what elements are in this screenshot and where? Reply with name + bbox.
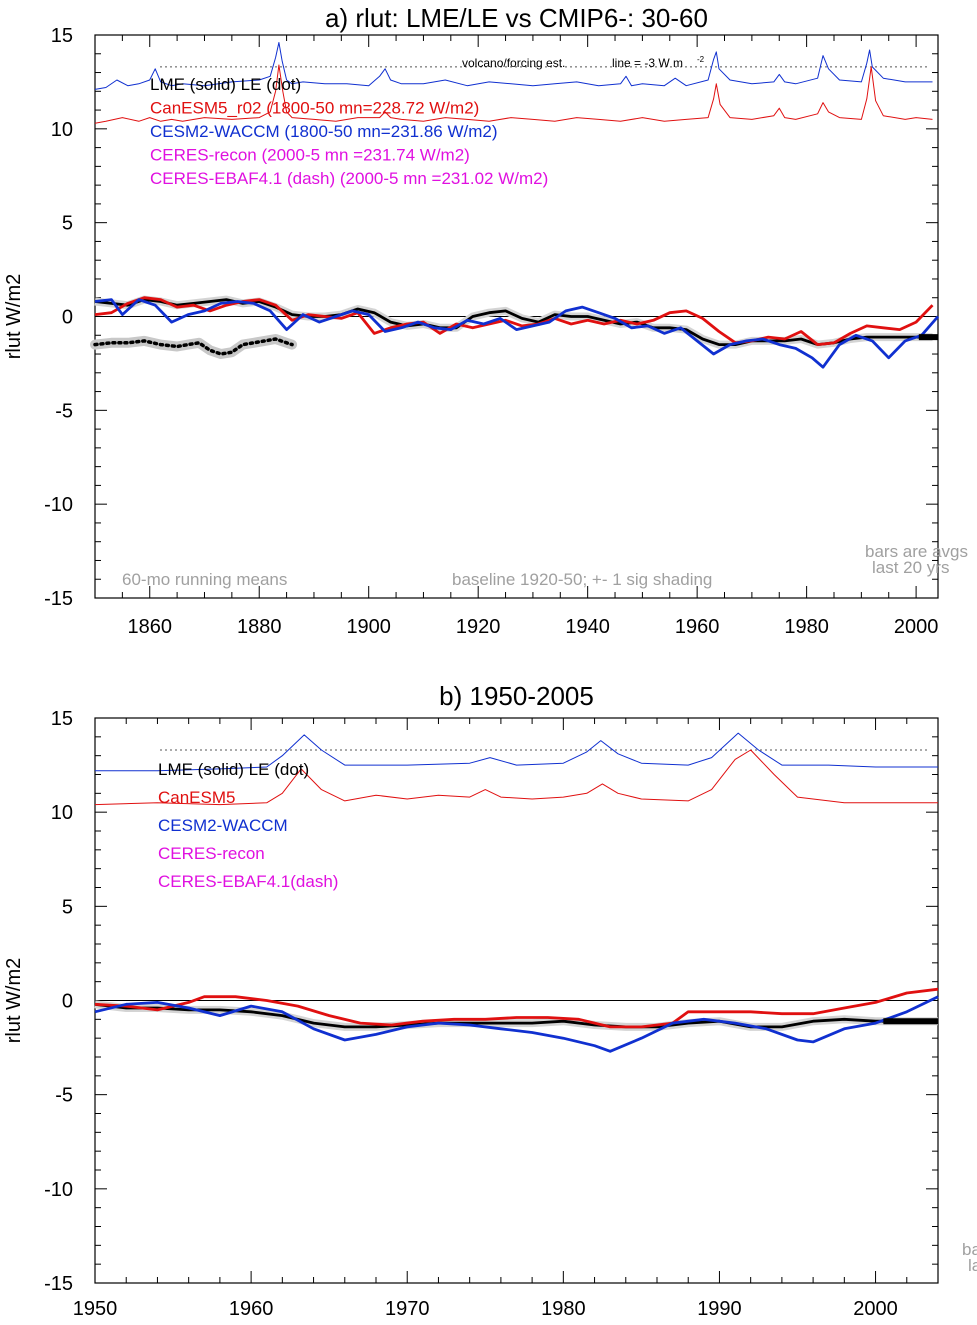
series-line-forcing-3 [95, 732, 938, 772]
series-line-2 [94, 995, 939, 1053]
x-tick-label: 1900 [346, 616, 391, 638]
annotation-bars-2: last 20 yrs [872, 558, 949, 577]
series-line-1 [94, 987, 939, 1029]
annotation-volcano: volcano/forcing est. [462, 56, 565, 70]
y-tick-label: 10 [51, 119, 73, 141]
x-tick-label: 1880 [237, 616, 282, 638]
y-tick-label: 15 [51, 708, 73, 730]
annotation-bars-2: la [968, 1256, 977, 1275]
series-line-le [93, 337, 294, 356]
legend-entry: LME (solid) LE (dot) [158, 760, 309, 779]
y-tick-label: 5 [62, 896, 73, 918]
legend-entry: CESM2-WACCM (1800-50 mn=231.86 W/m2) [150, 122, 498, 141]
chart-title: a) rlut: LME/LE vs CMIP6-: 30-60 [325, 3, 708, 33]
legend-entry: CESM2-WACCM [158, 816, 288, 835]
y-tick-label: -10 [44, 1179, 73, 1201]
x-tick-label: 1980 [784, 616, 829, 638]
y-axis-label: rlut W/m2 [3, 958, 25, 1044]
y-tick-label: -5 [55, 400, 73, 422]
y-tick-label: 15 [51, 25, 73, 47]
y-tick-label: 0 [62, 307, 73, 329]
legend-entry: CanESM5_r02 (1800-50 mn=228.72 W/m2) [150, 99, 479, 118]
y-tick-label: -15 [44, 1273, 73, 1295]
chart-title: b) 1950-2005 [439, 681, 594, 711]
y-tick-label: -10 [44, 494, 73, 516]
legend-entry: CanESM5 [158, 788, 235, 807]
y-tick-label: 5 [62, 213, 73, 235]
x-tick-label: 1960 [675, 616, 720, 638]
x-tick-label: 1920 [456, 616, 501, 638]
x-tick-label: 1960 [229, 1298, 274, 1320]
x-tick-label: 2000 [853, 1298, 898, 1320]
x-tick-label: 1940 [565, 616, 610, 638]
annotation-bars-1: ba [962, 1240, 977, 1259]
annotation-baseline: baseline 1920-50; +- 1 sig shading [452, 570, 712, 589]
series-line-forcing-4 [94, 749, 938, 806]
legend-entry: CERES-EBAF4.1 (dash) (2000-5 mn =231.02 … [150, 169, 548, 188]
annotation-line-note: line = -3 W m [612, 56, 683, 70]
series-line-2 [94, 298, 940, 369]
x-tick-label: 1970 [385, 1298, 430, 1320]
series-line-forcing-3 [94, 42, 933, 90]
y-axis-label: rlut W/m2 [3, 274, 25, 360]
series-line-forcing-4 [94, 64, 933, 124]
annotation-running-means: 60-mo running means [122, 570, 287, 589]
y-tick-label: -15 [44, 588, 73, 610]
y-tick-label: -5 [55, 1085, 73, 1107]
y-tick-label: 10 [51, 802, 73, 824]
series-line-1 [94, 296, 934, 347]
y-tick-label: 0 [62, 991, 73, 1013]
annotation-line-note-sup: -2 [697, 55, 705, 64]
legend-entry: CERES-recon (2000-5 mn =231.74 W/m2) [150, 146, 470, 165]
panel-a: a) rlut: LME/LE vs CMIP6-: 30-60 rlut W/m… [3, 3, 968, 638]
legend-entry: CERES-recon [158, 844, 265, 863]
legend-entry: LME (solid) LE (dot) [150, 75, 301, 94]
legend-entry: CERES-EBAF4.1(dash) [158, 872, 338, 891]
x-tick-label: 1990 [697, 1298, 742, 1320]
x-tick-label: 1860 [127, 616, 172, 638]
x-tick-label: 2000 [894, 616, 939, 638]
annotation-bars-1: bars are avgs [865, 542, 968, 561]
x-tick-label: 1950 [73, 1298, 118, 1320]
x-tick-label: 1980 [541, 1298, 586, 1320]
